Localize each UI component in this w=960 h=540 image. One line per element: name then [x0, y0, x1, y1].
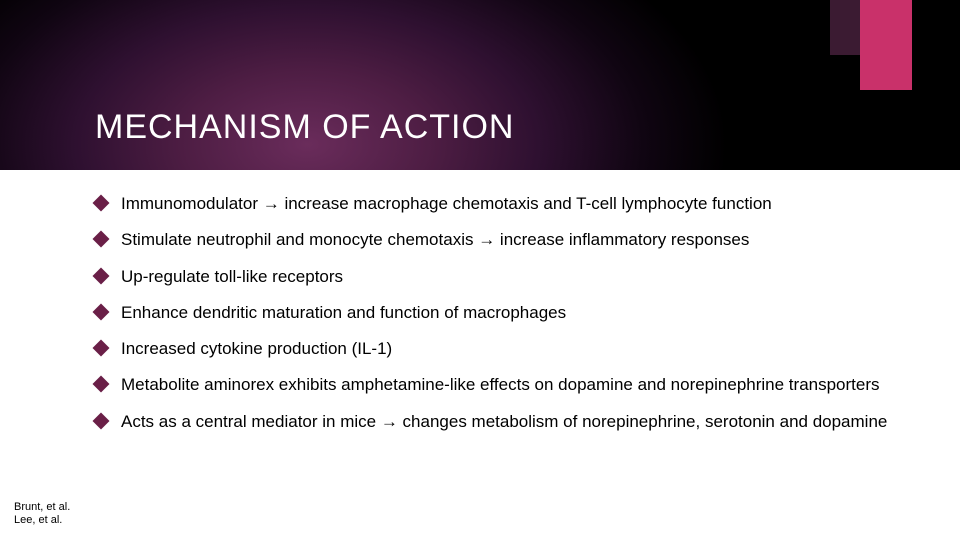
diamond-bullet-icon	[93, 376, 110, 393]
diamond-bullet-icon	[93, 303, 110, 320]
list-item: Enhance dendritic maturation and functio…	[95, 302, 905, 323]
bullet-text: Acts as a central mediator in mice → cha…	[121, 411, 905, 432]
list-item: Increased cytokine production (IL-1)	[95, 338, 905, 359]
list-item: Stimulate neutrophil and monocyte chemot…	[95, 229, 905, 250]
bullet-text: Increased cytokine production (IL-1)	[121, 338, 905, 359]
bullet-text: Up-regulate toll-like receptors	[121, 266, 905, 287]
list-item: Metabolite aminorex exhibits amphetamine…	[95, 374, 905, 395]
list-item: Acts as a central mediator in mice → cha…	[95, 411, 905, 432]
list-item: Up-regulate toll-like receptors	[95, 266, 905, 287]
citation-line: Lee, et al.	[14, 514, 70, 528]
slide-title: MECHANISM OF ACTION	[95, 108, 514, 147]
list-item: Immunomodulator → increase macrophage ch…	[95, 193, 905, 214]
diamond-bullet-icon	[93, 340, 110, 357]
bullet-text: Immunomodulator → increase macrophage ch…	[121, 193, 905, 214]
diamond-bullet-icon	[93, 195, 110, 212]
citation-line: Brunt, et al.	[14, 501, 70, 515]
diamond-bullet-icon	[93, 231, 110, 248]
bullet-text: Enhance dendritic maturation and functio…	[121, 302, 905, 323]
diamond-bullet-icon	[93, 412, 110, 429]
citation-footer: Brunt, et al. Lee, et al.	[14, 501, 70, 529]
bullet-text: Stimulate neutrophil and monocyte chemot…	[121, 229, 905, 250]
bullet-list: Immunomodulator → increase macrophage ch…	[95, 193, 905, 447]
diamond-bullet-icon	[93, 267, 110, 284]
bullet-text: Metabolite aminorex exhibits amphetamine…	[121, 374, 905, 395]
slide: MECHANISM OF ACTION Immunomodulator → in…	[0, 0, 960, 540]
accent-block-pink	[860, 0, 912, 90]
